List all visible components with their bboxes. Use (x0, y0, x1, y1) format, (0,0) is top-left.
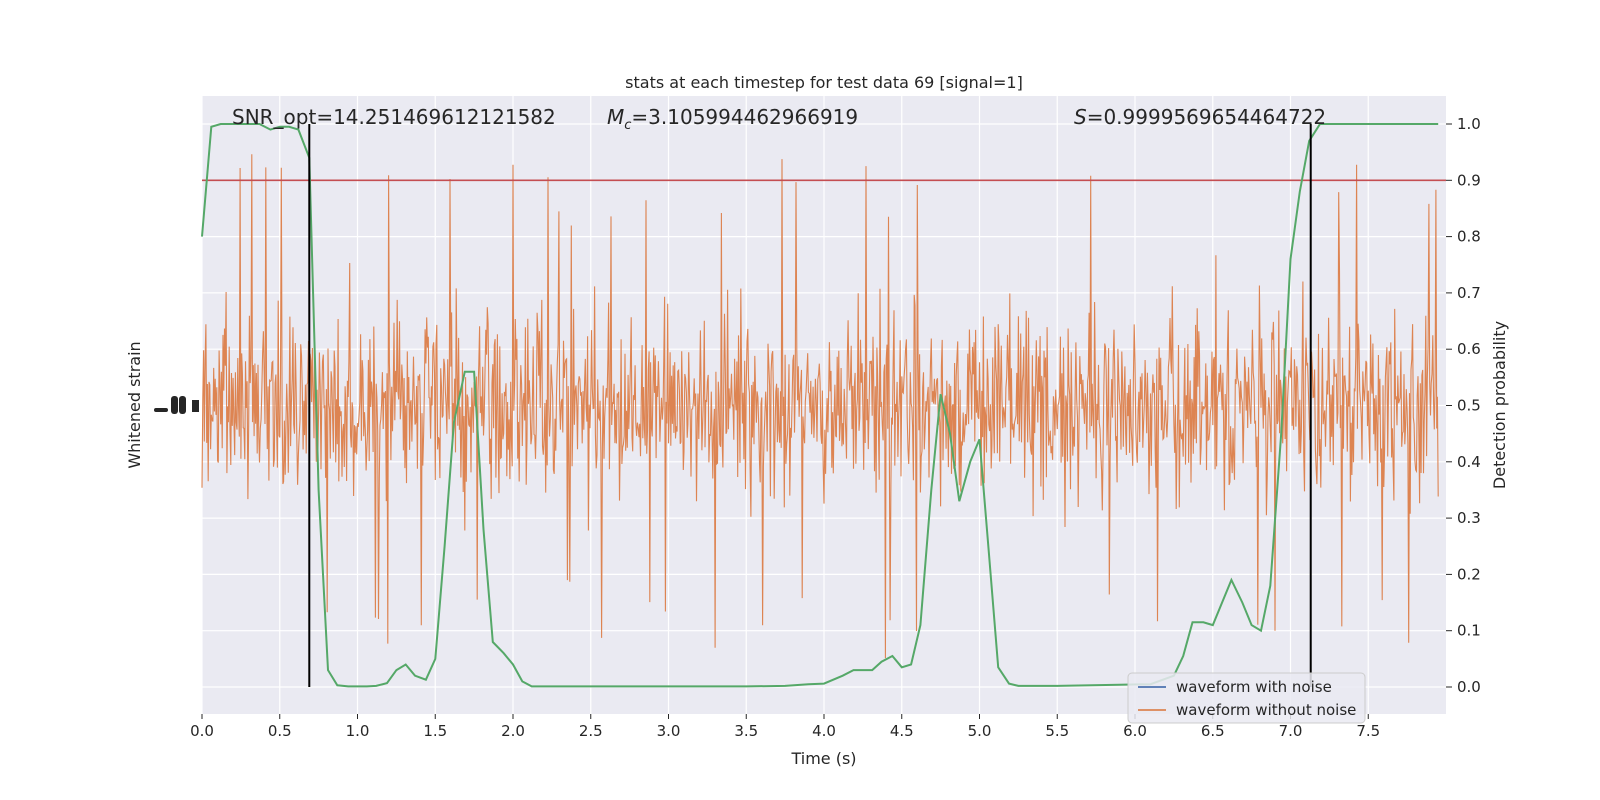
y-tick-label: 0.6 (1457, 340, 1481, 358)
s-value: =0.9999569654464722 (1087, 105, 1326, 129)
x-tick-label: 5.5 (1045, 722, 1069, 740)
x-tick-label: 6.0 (1123, 722, 1147, 740)
y-tick-label: 0.4 (1457, 453, 1481, 471)
x-tick-label: 4.5 (890, 722, 914, 740)
y-tick-label: 0.1 (1457, 622, 1481, 640)
mc-value: =3.105994462966919 (631, 105, 858, 129)
x-tick-label: 1.0 (346, 722, 370, 740)
y-tick-label: 0.9 (1457, 171, 1481, 189)
s-symbol: S (1074, 105, 1087, 129)
chirp-mass-annotation: Mc=3.105994462966919 (607, 105, 858, 133)
x-tick-label: 4.0 (812, 722, 836, 740)
legend: waveform with noise waveform without noi… (1127, 672, 1366, 724)
chart-title: stats at each timestep for test data 69 … (625, 73, 1023, 92)
y-axis-label-left: Whitened strain (125, 341, 144, 468)
vertical-lines (308, 124, 1312, 687)
x-tick-label: 0.5 (268, 722, 292, 740)
y-tick-label: 0.7 (1457, 284, 1481, 302)
left-tick-mark (192, 400, 199, 412)
left-tick-blob-3 (154, 408, 168, 412)
score-annotation: S=0.9999569654464722 (1074, 105, 1326, 129)
noise-trace (201, 154, 1439, 659)
y-tick-labels-right: 0.0 0.1 0.2 0.3 0.4 0.5 0.6 0.7 0.8 0.9 1.0 (1446, 115, 1481, 696)
x-tick-label: 3.0 (657, 722, 681, 740)
x-tick-label: 1.5 (423, 722, 447, 740)
x-tick-label: 3.5 (734, 722, 758, 740)
y-tick-label: 0.2 (1457, 565, 1481, 583)
x-tick-label: 2.0 (501, 722, 525, 740)
x-tick-label: 5.0 (968, 722, 992, 740)
x-axis-label: Time (s) (790, 749, 856, 768)
snr-annotation: SNR_opt=14.251469612121582 (232, 105, 556, 129)
x-tick-labels: 0.0 0.5 1.0 1.5 2.0 2.5 3.0 3.5 4.0 4.5 5.0 5.5 6.0 6… (190, 714, 1380, 740)
y-tick-label: 0.5 (1457, 397, 1481, 415)
x-tick-label: 0.0 (190, 722, 214, 740)
legend-box (1127, 672, 1366, 724)
noise-waveform-line (201, 154, 1439, 659)
mc-subscript: c (624, 118, 631, 133)
left-tick-blob-2 (179, 396, 186, 414)
legend-label-without-noise: waveform without noise (1176, 701, 1356, 719)
mc-symbol: M (607, 105, 624, 129)
y-tick-label: 1.0 (1457, 115, 1481, 133)
probability-line-group (201, 123, 1439, 688)
y-tick-label: 0.8 (1457, 228, 1481, 246)
y-axis-label-right: Detection probability (1490, 321, 1509, 489)
detection-probability-line (201, 123, 1439, 688)
x-tick-label: 7.5 (1356, 722, 1380, 740)
y-tick-label: 0.0 (1457, 678, 1481, 696)
left-tick-blob-1 (171, 396, 178, 414)
left-axis-collapsed-ticks (154, 396, 199, 414)
y-tick-label: 0.3 (1457, 509, 1481, 527)
x-tick-label: 2.5 (579, 722, 603, 740)
legend-label-with-noise: waveform with noise (1176, 678, 1332, 696)
x-tick-label: 7.0 (1279, 722, 1303, 740)
x-tick-label: 6.5 (1201, 722, 1225, 740)
